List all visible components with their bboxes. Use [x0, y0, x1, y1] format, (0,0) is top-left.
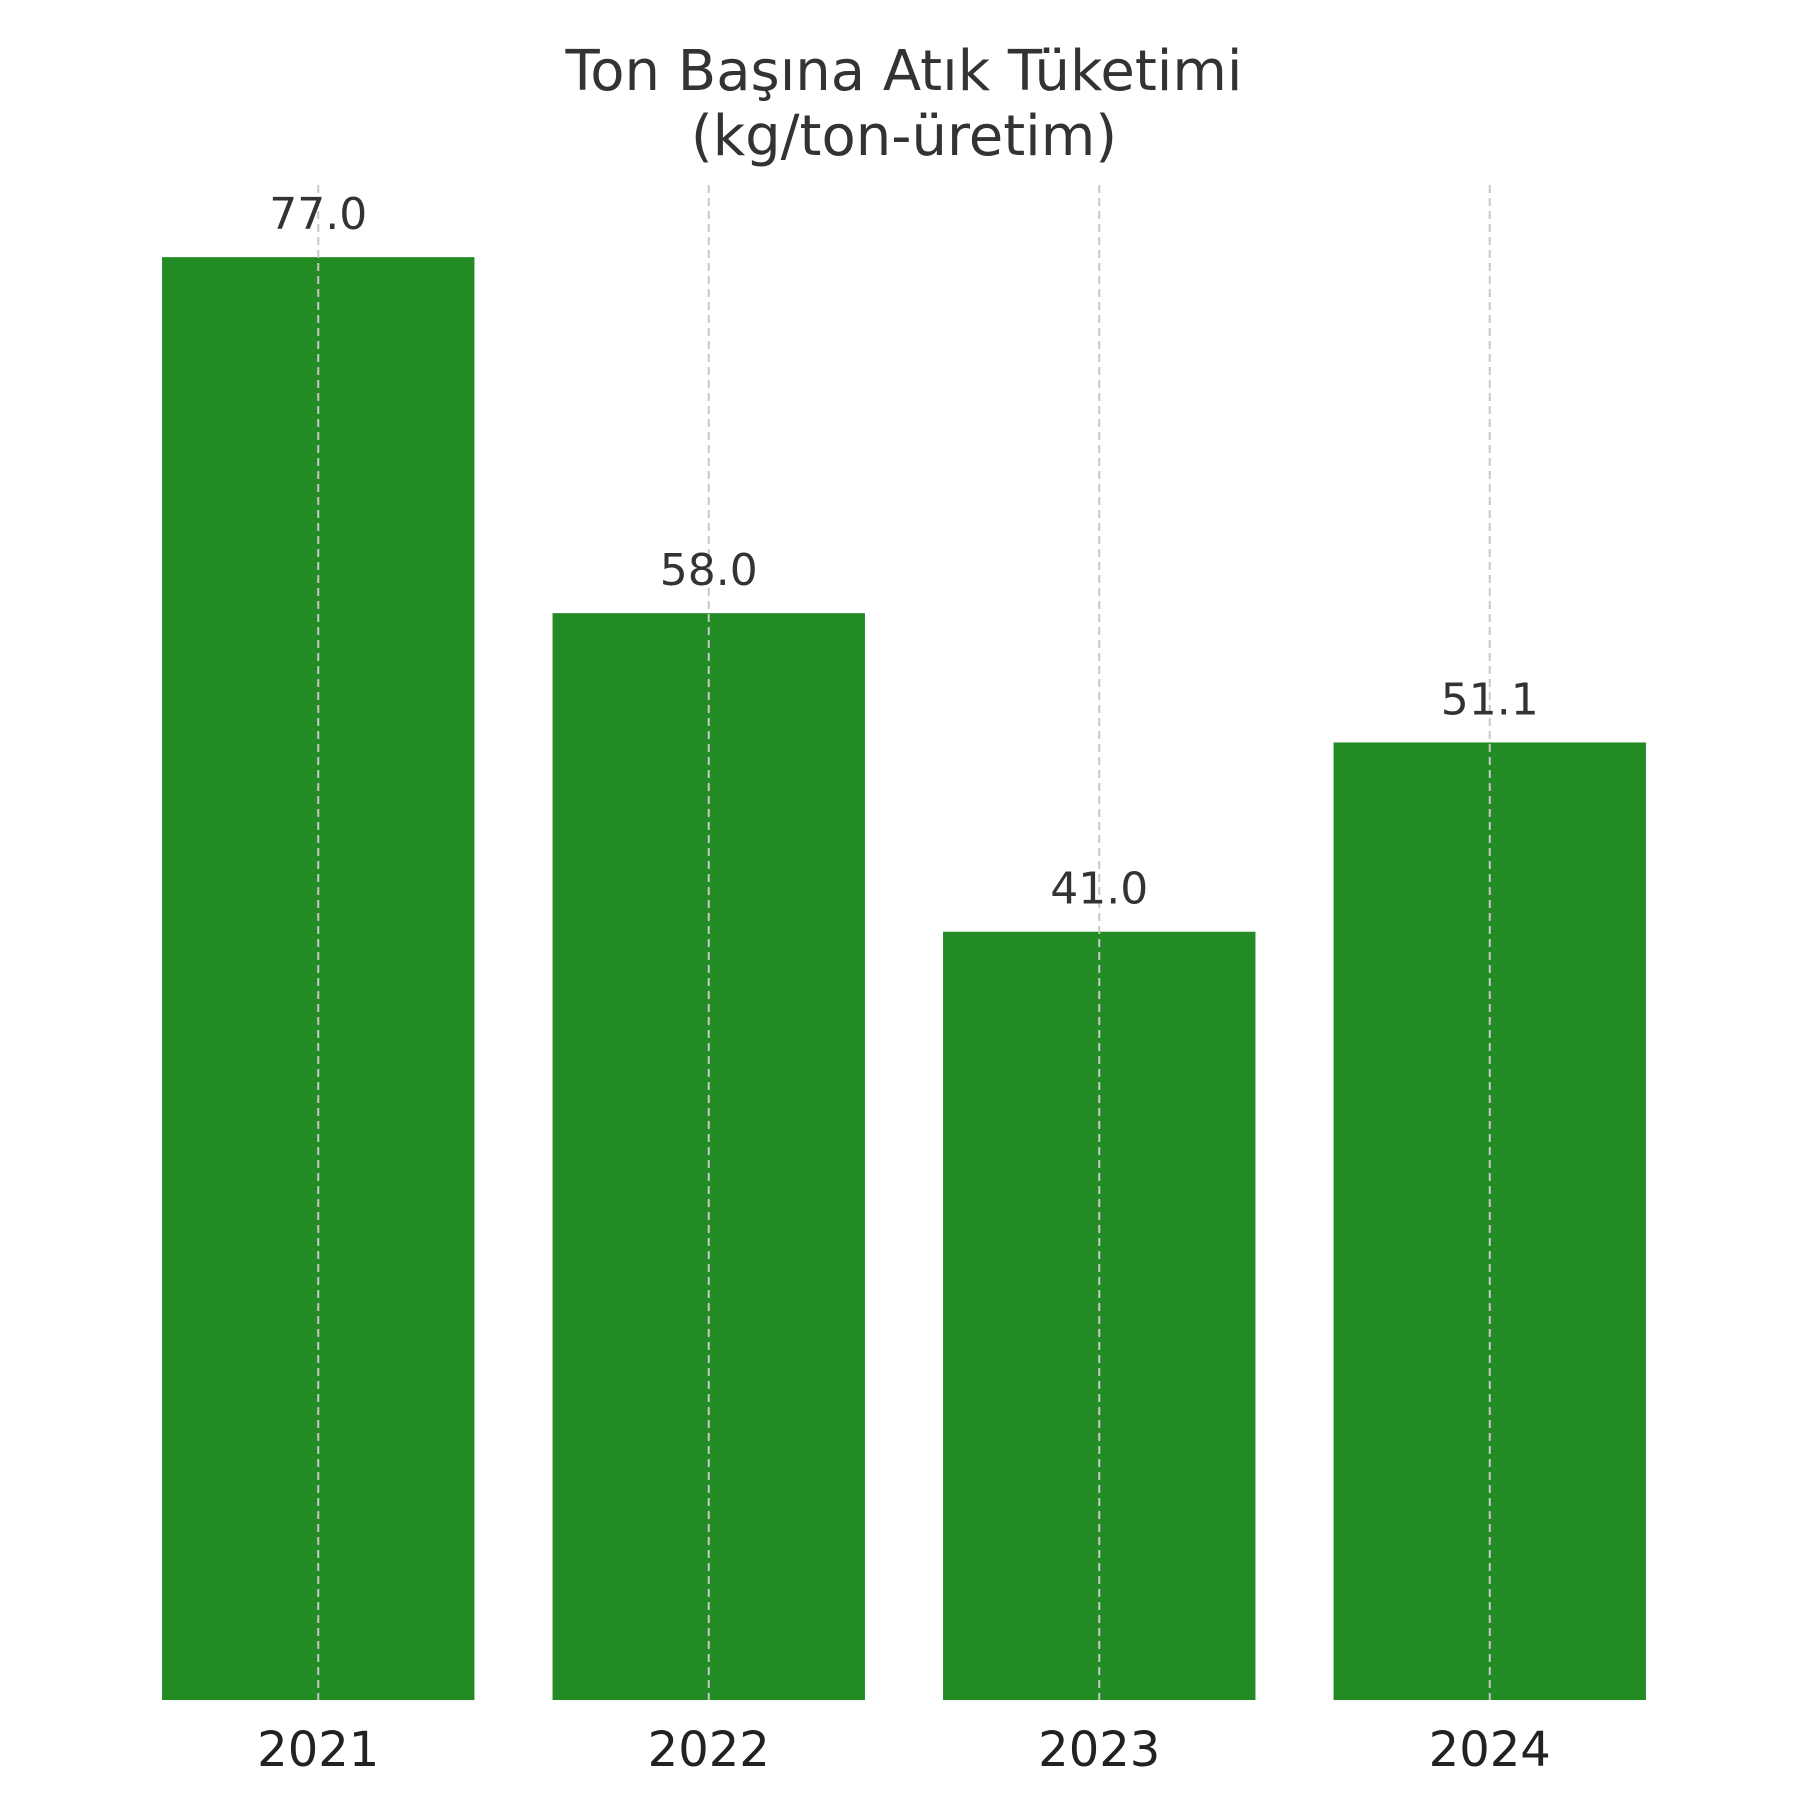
x-tick-label-2023: 2023 — [1038, 1722, 1160, 1778]
value-labels-layer: 77.0 58.0 41.0 51.1 — [269, 189, 1538, 915]
value-label-2022: 58.0 — [660, 545, 758, 596]
value-label-2023: 41.0 — [1050, 864, 1148, 915]
chart-title: Ton Başına Atık Tüketimi — [565, 39, 1243, 104]
x-tick-label-2024: 2024 — [1429, 1722, 1551, 1778]
value-label-2021: 77.0 — [269, 189, 367, 240]
x-axis-tick-labels: 2021 2022 2023 2024 — [257, 1722, 1551, 1778]
grid-layer — [317, 185, 1491, 1700]
value-label-2024: 51.1 — [1441, 674, 1539, 725]
x-tick-label-2021: 2021 — [257, 1722, 379, 1778]
x-tick-label-2022: 2022 — [648, 1722, 770, 1778]
chart-subtitle: (kg/ton-üretim) — [691, 104, 1117, 169]
